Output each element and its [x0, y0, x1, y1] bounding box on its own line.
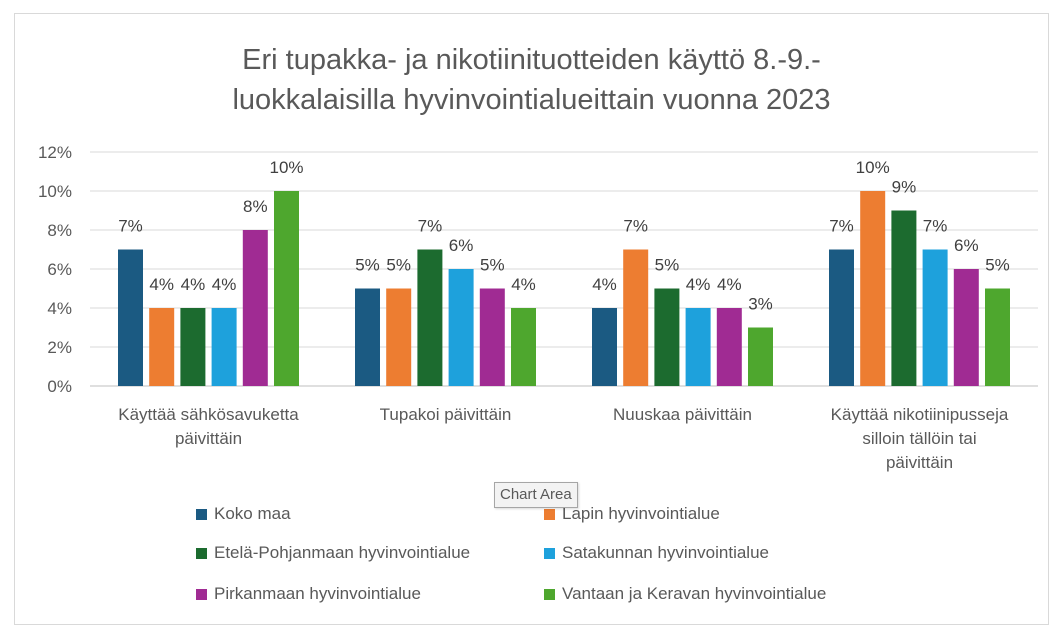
category-label: Nuuskaa päivittäin [613, 405, 752, 424]
y-tick-label: 2% [47, 338, 72, 357]
bar [118, 249, 143, 386]
bar [274, 191, 299, 386]
bar [180, 308, 206, 386]
bar [716, 308, 742, 386]
data-label: 7% [829, 217, 854, 236]
data-label: 8% [243, 197, 268, 216]
legend-swatch [544, 588, 555, 600]
data-label: 3% [748, 295, 773, 314]
data-label: 4% [686, 275, 711, 294]
data-label: 4% [212, 275, 237, 294]
bar [623, 249, 649, 386]
category-label: päivittäin [175, 429, 242, 448]
legend-swatch [196, 508, 207, 520]
category-label: Käyttää sähkösavuketta [118, 405, 299, 424]
data-label: 4% [717, 275, 742, 294]
legend-item: Lapin hyvinvointialue [544, 504, 720, 524]
y-tick-label: 12% [38, 143, 72, 162]
category-label: Tupakoi päivittäin [380, 405, 512, 424]
legend-item: Vantaan ja Keravan hyvinvointialue [544, 584, 826, 604]
bar [748, 327, 773, 386]
data-label: 5% [355, 256, 380, 275]
data-label: 4% [149, 275, 174, 294]
category-label: silloin tällöin tai [862, 429, 976, 448]
legend-label: Lapin hyvinvointialue [562, 504, 720, 523]
legend-label: Vantaan ja Keravan hyvinvointialue [562, 584, 827, 603]
bar [211, 308, 237, 386]
y-tick-label: 4% [47, 299, 72, 318]
bar [479, 288, 505, 386]
data-label: 6% [954, 236, 979, 255]
category-label: päivittäin [886, 453, 953, 472]
legend-label: Pirkanmaan hyvinvointialue [214, 584, 421, 603]
bar [891, 210, 917, 386]
y-tick-label: 8% [47, 221, 72, 240]
data-label: 5% [386, 256, 411, 275]
bar [355, 288, 380, 386]
bar [149, 308, 175, 386]
data-label: 10% [856, 158, 890, 177]
chart-title: Eri tupakka- ja nikotiinituotteiden käyt… [0, 40, 1063, 120]
bar [448, 269, 474, 386]
legend-label: Etelä-Pohjanmaan hyvinvointialue [214, 543, 471, 562]
bar [417, 249, 443, 386]
legend-item: Pirkanmaan hyvinvointialue [196, 584, 421, 604]
bar [985, 288, 1010, 386]
data-label: 4% [511, 275, 536, 294]
bar [860, 191, 886, 386]
legend-item: Koko maa [196, 504, 291, 524]
legend-swatch [196, 547, 207, 559]
data-label: 7% [623, 217, 648, 236]
data-label: 4% [592, 275, 617, 294]
data-label: 5% [655, 256, 680, 275]
bar [829, 249, 854, 386]
data-label: 7% [118, 217, 143, 236]
chart-title-line-1: Eri tupakka- ja nikotiinituotteiden käyt… [242, 44, 821, 76]
legend-swatch [196, 588, 207, 600]
bar [592, 308, 617, 386]
y-tick-label: 6% [47, 260, 72, 279]
data-label: 5% [985, 256, 1010, 275]
legend-item: Satakunnan hyvinvointialue [544, 543, 769, 563]
bar [242, 230, 268, 386]
data-label: 10% [269, 158, 303, 177]
legend-label: Koko maa [214, 504, 291, 523]
data-label: 9% [892, 178, 917, 197]
legend-label: Satakunnan hyvinvointialue [562, 543, 769, 562]
data-label: 7% [418, 217, 443, 236]
bar [511, 308, 536, 386]
category-label: Käyttää nikotiinipusseja [831, 405, 1009, 424]
legend-swatch [544, 508, 555, 520]
bar [953, 269, 979, 386]
legend-item: Etelä-Pohjanmaan hyvinvointialue [196, 543, 470, 563]
y-tick-label: 10% [38, 182, 72, 201]
chart-title-line-2: luokkalaisilla hyvinvointialueittain vuo… [232, 84, 831, 116]
data-label: 7% [923, 217, 948, 236]
bar [922, 249, 948, 386]
y-tick-label: 0% [47, 377, 72, 396]
data-label: 6% [449, 236, 474, 255]
data-label: 4% [181, 275, 206, 294]
bar [685, 308, 711, 386]
chart-area-tooltip: Chart Area [494, 482, 578, 508]
legend-swatch [544, 547, 555, 559]
bar [386, 288, 412, 386]
data-label: 5% [480, 256, 505, 275]
bar [654, 288, 680, 386]
